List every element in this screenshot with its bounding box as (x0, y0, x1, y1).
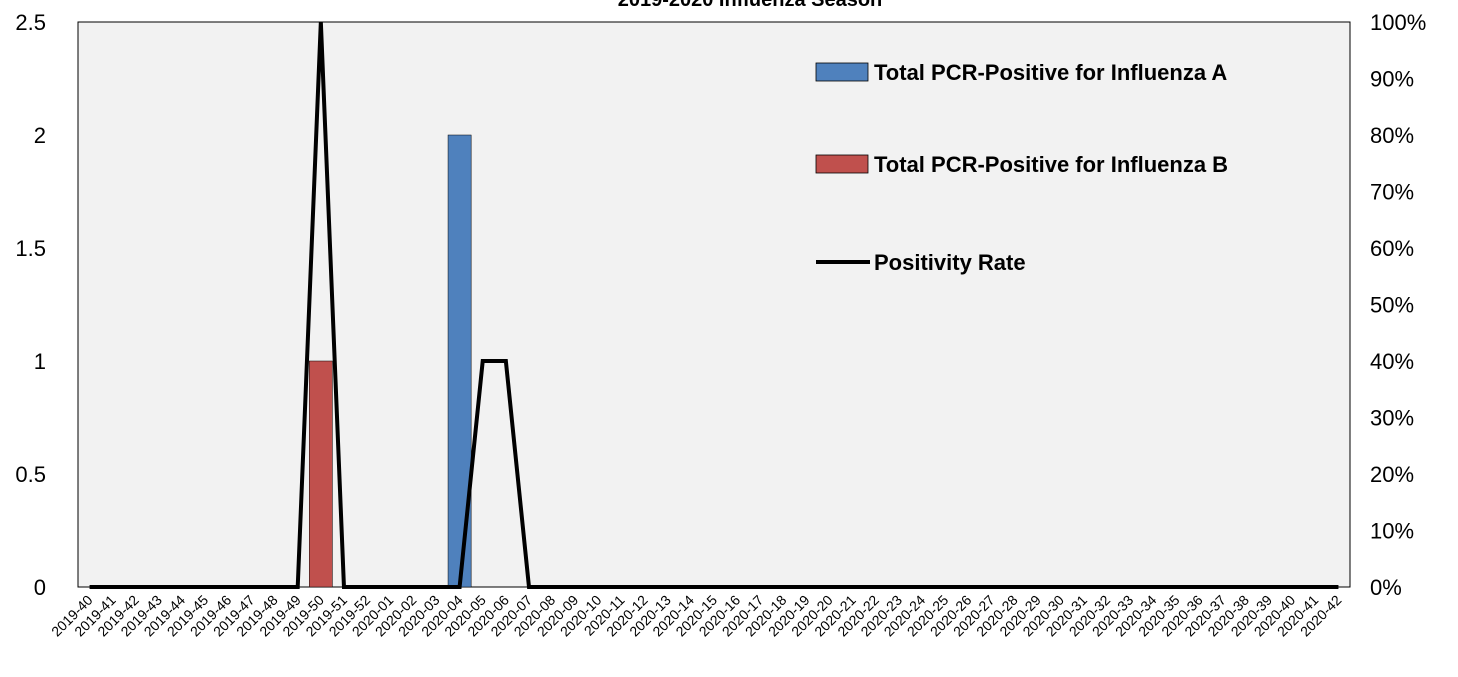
legend-label: Positivity Rate (874, 250, 1026, 275)
legend-label: Total PCR-Positive for Influenza A (874, 60, 1227, 85)
plot-area (77, 21, 1351, 588)
legend-label: Total PCR-Positive for Influenza B (874, 152, 1228, 177)
right-tick-label: 100% (1370, 10, 1426, 35)
legend-swatch-influenza-b (815, 154, 869, 174)
left-tick-label: 0.5 (15, 462, 46, 487)
right-tick-label: 20% (1370, 462, 1414, 487)
right-tick-label: 90% (1370, 67, 1414, 92)
left-tick-label: 2 (34, 123, 46, 148)
right-axis: 0% 10% 20% 30% 40% 50% 60% 70% 80% 90% 100% (1370, 10, 1426, 600)
left-tick-label: 1 (34, 349, 46, 374)
positivity-rate-line (89, 21, 1339, 589)
x-axis: 2019-402019-412019-422019-432019-442019-… (48, 592, 1345, 640)
right-tick-label: 10% (1370, 519, 1414, 544)
left-tick-label: 2.5 (15, 10, 46, 35)
legend: Total PCR-Positive for Influenza A Total … (815, 60, 1228, 275)
left-axis: 0 0.5 1 1.5 2 2.5 (15, 10, 46, 600)
left-tick-label: 0 (34, 575, 46, 600)
right-tick-label: 30% (1370, 406, 1414, 431)
right-tick-label: 60% (1370, 236, 1414, 261)
chart-title: 2019-2020 Influenza Season (618, 0, 883, 11)
line-layer (89, 21, 1339, 589)
legend-swatch-influenza-a (815, 62, 869, 82)
bars-layer (309, 134, 472, 588)
right-tick-label: 0% (1370, 575, 1402, 600)
left-tick-label: 1.5 (15, 236, 46, 261)
right-tick-label: 40% (1370, 349, 1414, 374)
right-tick-label: 50% (1370, 293, 1414, 318)
right-tick-label: 80% (1370, 123, 1414, 148)
bar-influenza-b-2019-50 (309, 360, 333, 588)
right-tick-label: 70% (1370, 180, 1414, 205)
